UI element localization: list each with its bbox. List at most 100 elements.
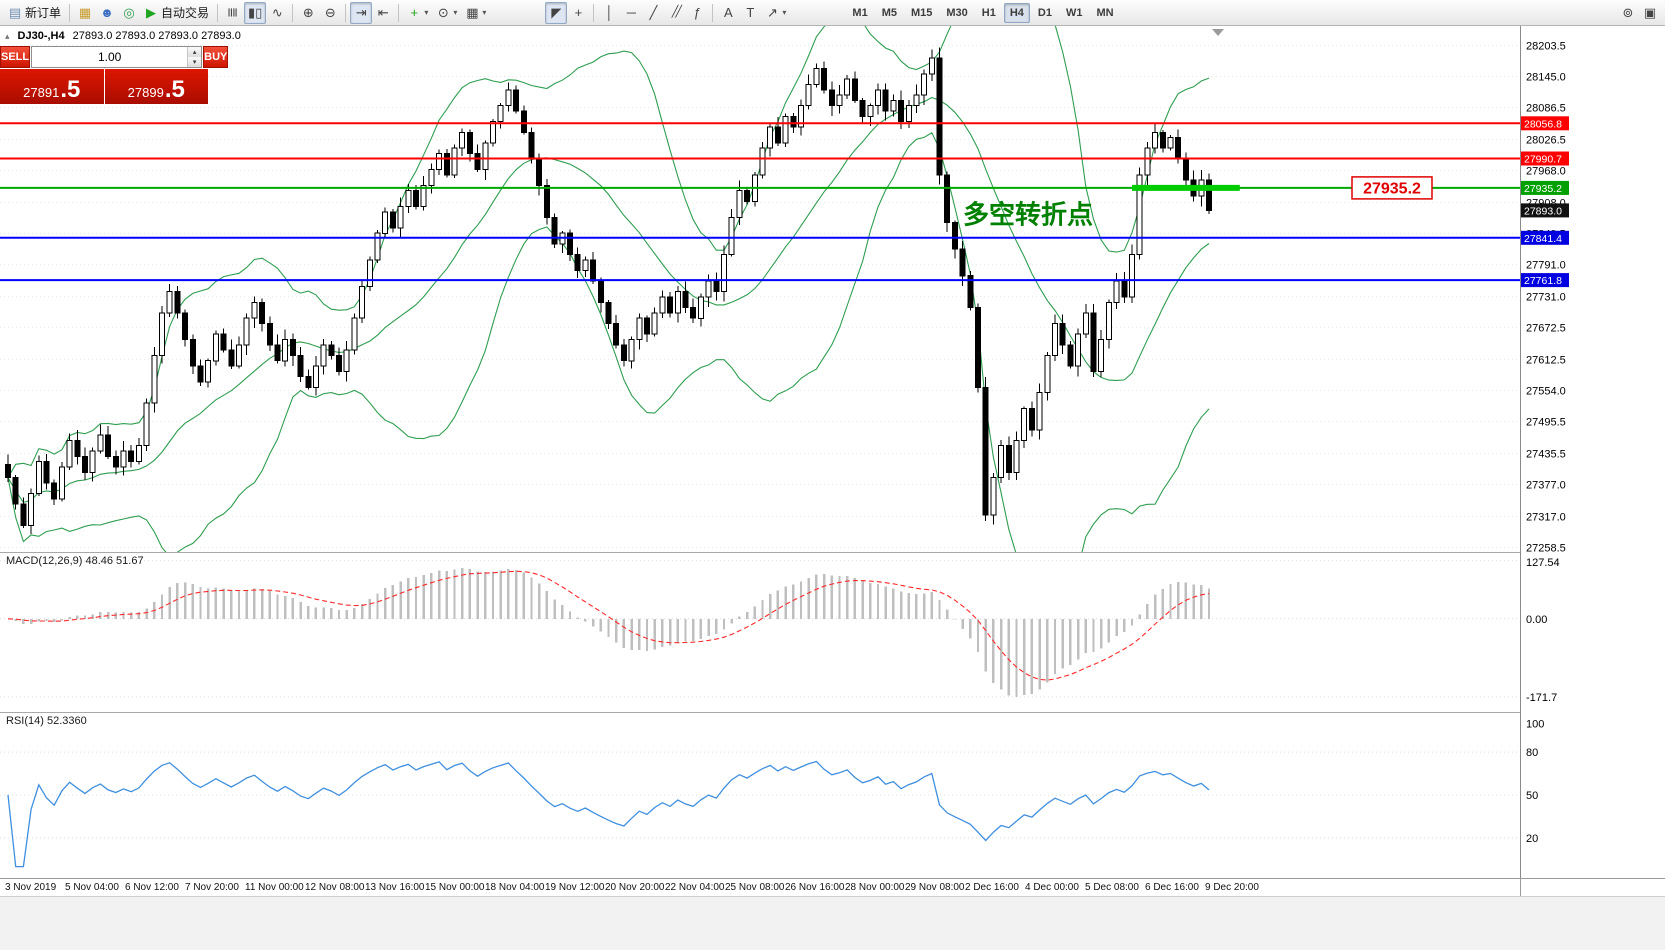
zoom-out-icon: ⊖: [324, 5, 336, 20]
market-watch-button[interactable]: ☻: [96, 2, 118, 24]
time-axis-label: 18 Nov 04:00: [485, 882, 545, 893]
charts-grid-button[interactable]: ▦: [74, 2, 96, 24]
volume-up-button[interactable]: ▴: [188, 47, 202, 57]
price-axis-label: 27435.5: [1526, 448, 1566, 460]
label-button[interactable]: T: [739, 2, 761, 24]
buy-price-main: 27899: [127, 85, 164, 101]
time-axis-label: 20 Nov 20:00: [605, 882, 665, 893]
auto-scroll-button[interactable]: ⇥: [350, 1, 373, 24]
price-axis-label: 27672.5: [1526, 323, 1566, 335]
chart-shift-icon: ⇤: [377, 5, 389, 20]
time-axis-label: 12 Nov 08:00: [305, 882, 365, 893]
templates-button[interactable]: ▦ ▾: [461, 2, 490, 24]
time-axis-label: 13 Nov 16:00: [365, 882, 425, 893]
collapse-icon[interactable]: ▴: [5, 30, 10, 41]
volume-input[interactable]: [32, 47, 188, 67]
time-axis-label: 7 Nov 20:00: [185, 882, 239, 893]
toolbar: ▤ 新订单 ▦ ☻ ◎ ▶ 自动交易 ≣ ▮▯ ∿ ⊕ ⊖ ⇥ ⇤ + ▾ ⊙ ▾ ▦ ▾ ◤ + │ ─ ╱ ╱╱ ƒ A T ↗ ▾ M1…: [0, 0, 1665, 26]
navigator-button[interactable]: ◎: [118, 2, 140, 24]
sell-price[interactable]: 27891.5: [0, 69, 104, 104]
time-axis-label: 11 Nov 00:00: [245, 882, 304, 893]
timeframe-m30-button[interactable]: M30: [946, 6, 968, 19]
buy-price[interactable]: 27899.5: [104, 69, 208, 104]
market-watch-icon: ☻: [100, 5, 114, 20]
time-axis-label: 5 Dec 08:00: [1085, 882, 1139, 893]
vertical-line-icon: │: [605, 5, 614, 20]
rsi-axis-label: 20: [1526, 833, 1538, 845]
time-axis-label: 19 Nov 12:00: [545, 882, 605, 893]
timeframe-w1-button[interactable]: W1: [1065, 6, 1083, 19]
sell-button[interactable]: SELL: [0, 46, 31, 68]
time-axis-label: 15 Nov 00:00: [425, 882, 485, 893]
text-button[interactable]: A: [717, 2, 739, 24]
ohlc-values: 27893.0 27893.0 27893.0 27893.0: [72, 30, 241, 42]
price-callout-box[interactable]: [1351, 176, 1433, 200]
buy-button[interactable]: BUY: [203, 46, 229, 68]
timeframe-mn-button[interactable]: MN: [1096, 6, 1114, 19]
price-chart[interactable]: 多空转折点 27935.2 28203.5 28145.0 28086.5 28026.5…: [0, 26, 1665, 552]
bar-chart-type-button[interactable]: ≣: [222, 2, 244, 24]
periods-button[interactable]: ⊙ ▾: [432, 2, 461, 24]
navigator-icon: ◎: [123, 5, 135, 20]
toolbar-sep: [292, 3, 294, 22]
price-tag-text: 28056.8: [1524, 118, 1562, 130]
horizontal-line-icon: ─: [626, 5, 636, 20]
rsi-panel: 100 80 50 20 RSI(14) 52.3360: [0, 712, 1665, 878]
price-tag: [1521, 230, 1569, 245]
auto-trading-button[interactable]: ▶ 自动交易: [140, 2, 213, 24]
label-icon: T: [746, 5, 755, 20]
price-axis-label: 27612.5: [1526, 354, 1566, 366]
toolbar-sep: [345, 3, 347, 22]
time-axis-label: 9 Dec 20:00: [1205, 882, 1259, 893]
timeframe-m5-button[interactable]: M5: [881, 6, 897, 19]
volume-down-button[interactable]: ▾: [188, 57, 202, 67]
arrows-button[interactable]: ↗ ▾: [761, 2, 790, 24]
zoom-out-button[interactable]: ⊖: [319, 2, 341, 24]
fibonacci-button[interactable]: ƒ: [686, 2, 708, 24]
time-axis-label: 28 Nov 00:00: [845, 882, 905, 893]
new-window-button[interactable]: ▣: [1639, 2, 1661, 24]
channel-button[interactable]: ╱╱: [664, 2, 686, 24]
timeframe-h4-button[interactable]: H4: [1003, 2, 1030, 23]
turning-point-annotation[interactable]: 多空转折点: [963, 200, 1093, 230]
toolbar-sep: [712, 3, 714, 22]
rsi-chart[interactable]: 100 80 50 20: [0, 712, 1665, 878]
price-axis-label: 27554.0: [1526, 386, 1566, 398]
arrows-icon: ↗: [766, 5, 778, 20]
crosshair-button[interactable]: +: [567, 2, 589, 24]
candlestick-type-button[interactable]: ▮▯: [244, 1, 267, 24]
indicators-icon: +: [410, 5, 419, 20]
search-button[interactable]: ⊚: [1617, 2, 1639, 24]
new-order-icon: ▤: [8, 5, 22, 20]
vertical-line-button[interactable]: │: [598, 2, 620, 24]
price-axis-label: 28203.5: [1526, 40, 1566, 52]
zoom-in-button[interactable]: ⊕: [297, 2, 319, 24]
new-order-button[interactable]: ▤ 新订单: [4, 2, 65, 24]
indicators-caret-icon: ▾: [424, 8, 429, 17]
macd-chart[interactable]: 127.54 0.00 -171.7: [0, 552, 1665, 712]
timeframe-m15-button[interactable]: M15: [910, 6, 933, 19]
price-axis-label: 28086.5: [1526, 103, 1566, 115]
time-axis-label: 22 Nov 04:00: [665, 882, 725, 893]
chart-shift-marker[interactable]: [1212, 29, 1224, 36]
macd-signal-line: [7, 570, 1210, 681]
time-axis-label: 5 Nov 04:00: [65, 882, 119, 893]
cursor-button[interactable]: ◤: [545, 1, 568, 24]
trendline-button[interactable]: ╱: [642, 2, 664, 24]
price-axis-label: 28026.5: [1526, 134, 1566, 146]
macd-histogram: [14, 568, 1211, 697]
bollinger-middle-band: [7, 96, 1210, 504]
axis-separator: [1520, 879, 1521, 896]
timeframe-d1-button[interactable]: D1: [1037, 6, 1052, 19]
chart-shift-button[interactable]: ⇤: [372, 2, 394, 24]
zoom-in-icon: ⊕: [302, 5, 314, 20]
timeframe-h1-button[interactable]: H1: [981, 6, 996, 19]
line-chart-type-button[interactable]: ∿: [266, 2, 288, 24]
macd-axis: [1520, 552, 1665, 712]
horizontal-line-button[interactable]: ─: [620, 2, 642, 24]
trendline-icon: ╱: [649, 5, 658, 20]
chart-info: ▴ DJ30-,H4 27893.0 27893.0 27893.0 27893…: [5, 30, 241, 42]
indicators-button[interactable]: + ▾: [403, 2, 432, 24]
timeframe-m1-button[interactable]: M1: [852, 6, 868, 19]
